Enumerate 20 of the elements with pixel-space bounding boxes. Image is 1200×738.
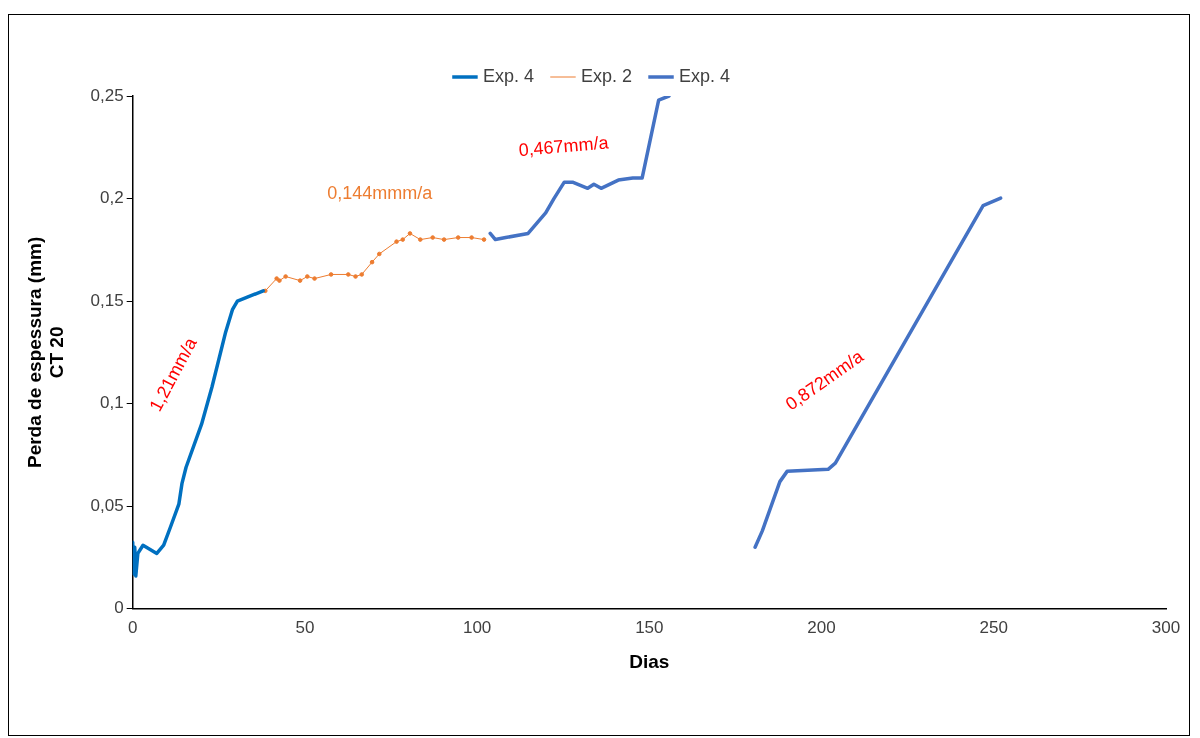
y-tick-label: 0,2 [100,188,124,208]
annotation: 0,467mm/a [517,132,611,161]
legend-label: Exp. 4 [482,65,534,86]
x-tick-label: 100 [462,617,492,637]
annotation: 0,144mmm/a [327,183,434,204]
x-axis-title: Dias [629,650,670,672]
y-tick-label: 0,1 [100,393,124,413]
y-tick-label: 0 [114,598,124,618]
x-tick-label: 0 [127,617,138,637]
x-tick-label: 300 [1151,617,1181,637]
x-tick-label: 250 [979,617,1008,637]
x-tick-label: 150 [635,617,664,637]
y-tick-label: 0,05 [90,495,124,515]
y-axis-title: Perda de espessura (mm) CT 20 [23,236,68,469]
x-tick-label: 200 [807,617,836,637]
y-tick-label: 0,25 [90,85,124,105]
x-tick-label: 50 [295,617,315,637]
legend-label: Exp. 4 [679,65,731,86]
y-tick-label: 0,15 [90,290,124,310]
legend-label: Exp. 2 [580,65,633,86]
